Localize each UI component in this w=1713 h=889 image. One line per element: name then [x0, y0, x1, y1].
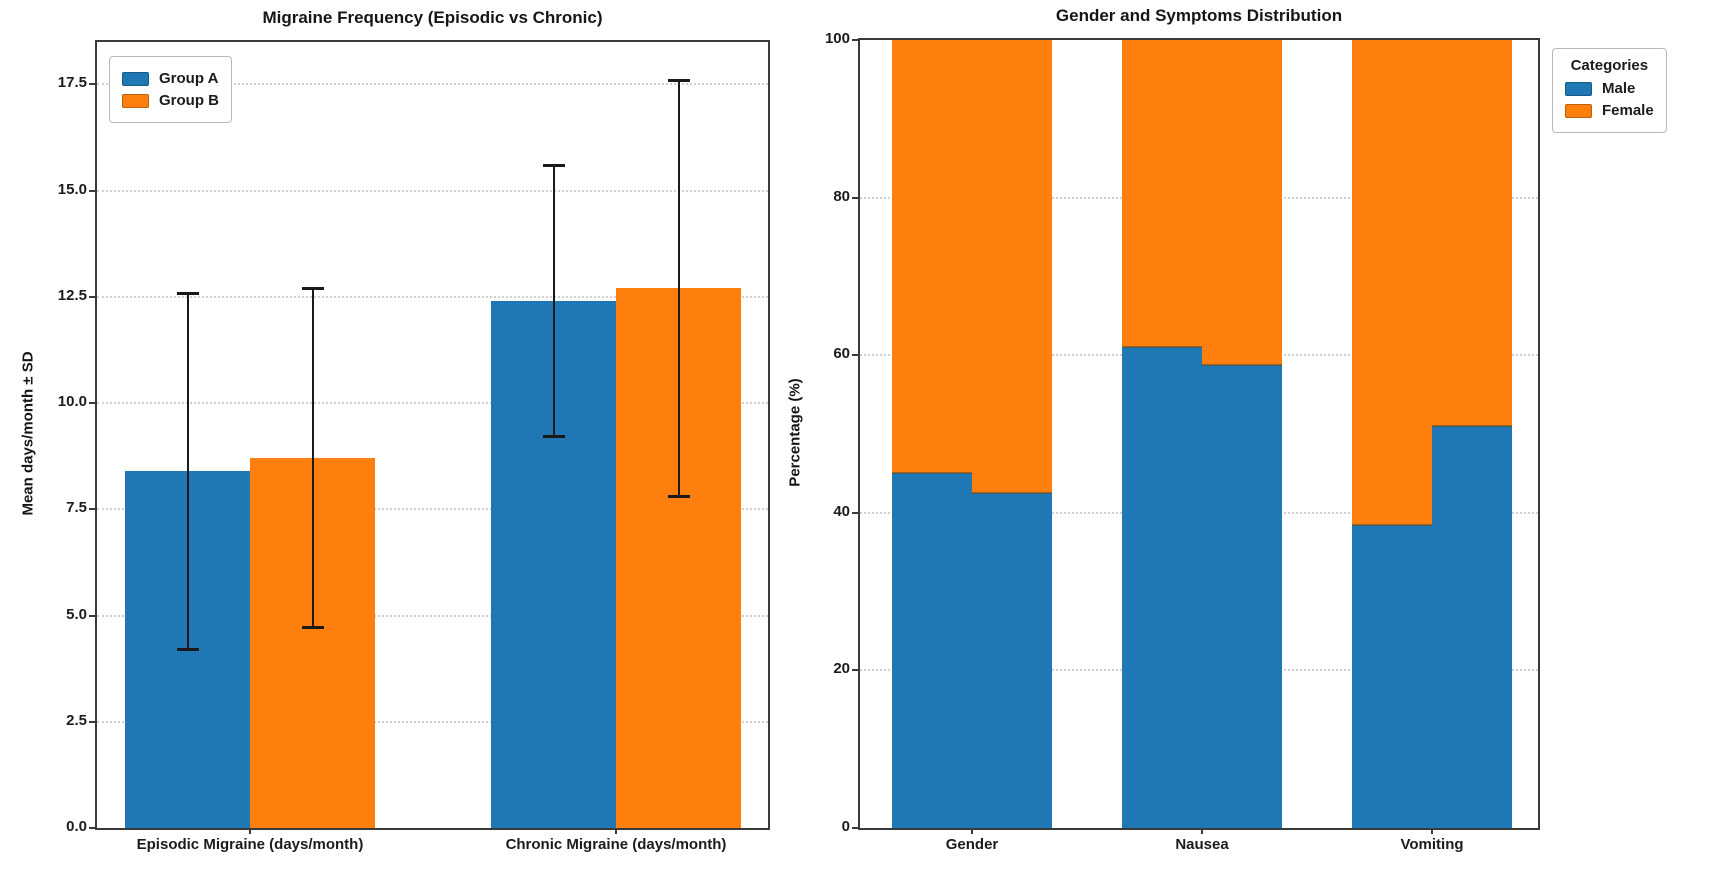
gridline	[97, 720, 768, 723]
x-tick-mark	[1201, 828, 1203, 834]
y-tick-label: 60	[833, 345, 850, 363]
y-tick-label: 0	[841, 818, 850, 835]
error-bar-cap-top	[542, 164, 565, 168]
gridline	[97, 83, 768, 86]
x-tick-label: Gender	[945, 836, 999, 853]
legend-label: Group A	[159, 70, 219, 87]
categories-legend: Categories Male Female	[1552, 48, 1667, 133]
stack-boundary-edge	[972, 492, 1052, 495]
x-tick-mark	[971, 828, 973, 834]
bar-male-segment	[1432, 426, 1512, 828]
bar-female-segment	[1122, 40, 1202, 348]
legend-title: Categories	[1570, 57, 1649, 74]
gender-symptoms-plot-area: 0 20 40 60 80 100 Gender Nausea Vomiting	[825, 30, 1540, 853]
bar-male-segment	[1202, 365, 1282, 828]
y-tick-label: 12.5	[57, 286, 87, 304]
stack-boundary-edge	[1122, 346, 1202, 349]
y-tick-mark	[89, 189, 95, 192]
stack-boundary-edge	[892, 472, 972, 475]
error-bar	[186, 292, 189, 650]
error-bar-cap-bottom	[176, 647, 199, 651]
group-b-swatch	[122, 93, 149, 108]
y-tick-label: 100	[824, 30, 850, 47]
y-tick-mark	[852, 511, 858, 514]
gridline	[97, 614, 768, 617]
bar-male-segment	[1122, 347, 1202, 828]
gridline	[97, 295, 768, 298]
right-chart-title: Gender and Symptoms Distribution	[1055, 6, 1343, 25]
gridline	[97, 402, 768, 405]
x-tick-mark	[615, 828, 617, 834]
stack-boundary-edge	[1202, 364, 1282, 367]
y-tick-mark	[852, 39, 858, 41]
y-tick-label: 80	[833, 187, 850, 205]
bar-male-segment	[1352, 524, 1432, 828]
legend-label: Male	[1602, 80, 1636, 97]
migraine-frequency-plot-area: Group A Group B 0.0 2.5 5.0 7.5 10.0 12.5 15.0…	[58, 40, 770, 853]
right-y-axis-label: Percentage (%)	[786, 378, 804, 487]
bar-male-segment	[892, 473, 972, 828]
x-tick-label: Episodic Migraine (days/month)	[136, 836, 364, 853]
y-tick-label: 5.0	[66, 605, 87, 623]
y-tick-mark	[852, 827, 858, 829]
y-tick-label: 17.5	[57, 74, 87, 92]
left-chart-title: Migraine Frequency (Episodic vs Chronic)	[262, 8, 603, 27]
stack-boundary-edge	[1432, 425, 1512, 428]
legend-item-group-b: Group B	[122, 92, 219, 109]
error-bar-cap-top	[667, 79, 690, 83]
y-tick-label: 10.0	[57, 393, 87, 411]
x-tick-mark	[249, 828, 251, 834]
error-bar-cap-bottom	[301, 626, 324, 630]
error-bar-cap-bottom	[542, 435, 565, 439]
legend-item-group-a: Group A	[122, 70, 219, 87]
y-tick-label: 20	[833, 660, 850, 678]
bar-female-segment	[892, 40, 972, 474]
bar-female-segment	[972, 40, 1052, 494]
x-tick-mark	[1431, 828, 1433, 834]
x-tick-label: Vomiting	[1400, 836, 1464, 853]
x-tick-label: Chronic Migraine (days/month)	[505, 836, 727, 853]
stack-boundary-edge	[1352, 523, 1432, 526]
bar-female-segment	[1432, 40, 1512, 427]
y-tick-label: 15.0	[57, 180, 87, 198]
bar-female-segment	[1202, 40, 1282, 366]
legend-item-female: Female	[1565, 102, 1654, 119]
y-tick-mark	[89, 402, 95, 405]
error-bar-cap-bottom	[667, 494, 690, 498]
y-tick-label: 40	[833, 502, 850, 520]
y-tick-mark	[89, 614, 95, 617]
y-tick-mark	[852, 354, 858, 357]
y-tick-mark	[852, 669, 858, 672]
error-bar	[311, 288, 314, 629]
legend-item-male: Male	[1565, 80, 1654, 97]
y-tick-mark	[852, 196, 858, 199]
y-tick-mark	[89, 295, 95, 298]
error-bar-cap-top	[176, 291, 199, 295]
y-tick-label: 7.5	[66, 499, 87, 517]
error-bar	[552, 165, 555, 438]
legend-label: Female	[1602, 102, 1654, 119]
group-a-swatch	[122, 71, 149, 86]
y-tick-label: 2.5	[66, 711, 87, 729]
y-tick-mark	[89, 827, 95, 829]
legend-label: Group B	[159, 92, 219, 109]
male-swatch	[1565, 81, 1592, 96]
y-tick-mark	[89, 720, 95, 723]
y-tick-label: 0.0	[66, 818, 87, 835]
bar-female-segment	[1352, 40, 1432, 525]
error-bar	[677, 80, 680, 497]
bar-male-segment	[972, 493, 1052, 828]
groups-legend: Group A Group B	[109, 56, 232, 123]
y-tick-mark	[89, 508, 95, 511]
x-tick-label: Nausea	[1175, 836, 1229, 853]
error-bar-cap-top	[301, 287, 324, 291]
gridline	[97, 508, 768, 511]
y-tick-mark	[89, 83, 95, 86]
gridline	[97, 189, 768, 192]
female-swatch	[1565, 103, 1592, 118]
